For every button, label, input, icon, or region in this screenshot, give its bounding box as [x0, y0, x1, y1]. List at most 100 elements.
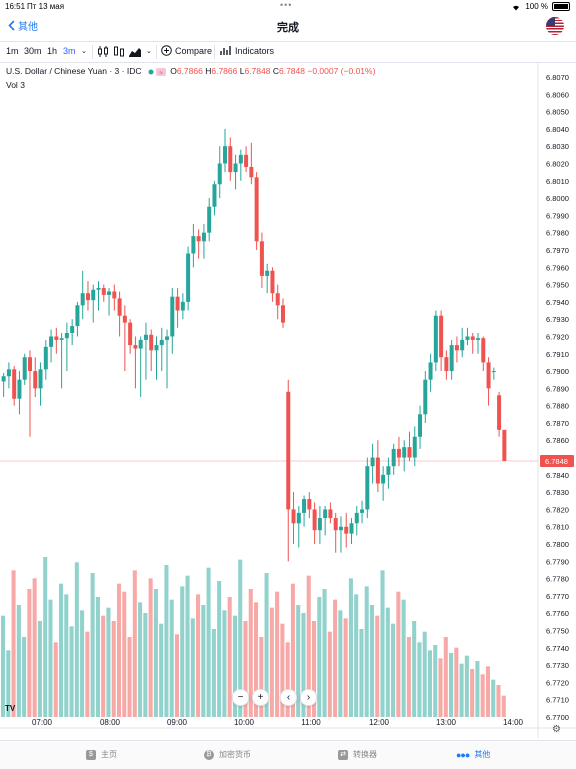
- y-tick-label: 6.7790: [546, 557, 569, 566]
- interval-dropdown-icon[interactable]: ⌄: [81, 48, 87, 55]
- zoom-out-button[interactable]: −: [232, 689, 249, 706]
- candle-body: [433, 315, 438, 363]
- indicators-button[interactable]: Indicators: [220, 45, 274, 56]
- candle-body: [80, 293, 85, 306]
- candle-body: [280, 305, 285, 323]
- y-tick-label: 6.8060: [546, 90, 569, 99]
- volume-bar: [101, 615, 106, 717]
- candle-body: [91, 289, 96, 301]
- market-status-icon[interactable]: ≈: [146, 67, 166, 76]
- scroll-left-button[interactable]: ‹: [280, 689, 297, 706]
- candle-body: [333, 518, 338, 531]
- volume-bar: [37, 621, 42, 717]
- volume-bar: [6, 650, 11, 717]
- y-tick-label: 6.7760: [546, 609, 569, 618]
- last-price-tag: [540, 455, 574, 467]
- gear-icon[interactable]: ⚙: [552, 724, 561, 735]
- candle-body: [223, 146, 228, 164]
- us-flag-icon[interactable]: [546, 17, 564, 35]
- open-value: 6.7866: [176, 66, 203, 76]
- volume-bar: [80, 610, 85, 717]
- candle-body: [407, 447, 412, 458]
- candle-body: [323, 509, 328, 519]
- compare-button[interactable]: Compare: [161, 45, 212, 56]
- tab-converter-label: 转换器: [353, 750, 377, 759]
- tradingview-logo-icon[interactable]: TV: [5, 704, 16, 713]
- interval-30m[interactable]: 30m: [24, 46, 42, 56]
- volume-bar: [269, 607, 274, 717]
- volume-bar: [116, 583, 122, 717]
- tab-converter[interactable]: ⇄ 转换器: [338, 749, 377, 760]
- volume-bar: [491, 679, 496, 717]
- candle-body: [149, 334, 154, 351]
- y-tick-label: 6.7700: [546, 713, 569, 722]
- interval-1m[interactable]: 1m: [6, 46, 19, 56]
- candle-body: [370, 457, 375, 467]
- battery-icon: [552, 2, 570, 11]
- candle-body: [360, 509, 365, 513]
- candle-body: [191, 236, 196, 254]
- candle-body: [85, 293, 90, 301]
- candle-body: [64, 333, 69, 339]
- volume-bar: [443, 637, 448, 717]
- candle-body: [33, 371, 38, 389]
- candle-body: [196, 236, 201, 242]
- back-label: 其他: [18, 22, 38, 33]
- y-tick-label: 6.7930: [546, 315, 569, 324]
- tab-crypto[interactable]: ₿ 加密货币: [204, 749, 251, 760]
- back-button[interactable]: 其他: [8, 18, 38, 33]
- y-tick-label: 6.7820: [546, 505, 569, 514]
- candle-body: [201, 232, 206, 242]
- interval-3m[interactable]: 3m: [63, 46, 76, 56]
- candle-body: [444, 357, 449, 372]
- candle-body: [396, 448, 401, 458]
- y-tick-label: 6.7970: [546, 246, 569, 255]
- chart-toolbar: 1m 30m 1h 3m ⌄ ⌄ Compare Indicators: [0, 41, 576, 63]
- volume-bar: [153, 589, 158, 717]
- candle-body: [217, 163, 222, 185]
- candle-body: [375, 457, 380, 484]
- tab-more[interactable]: ●●● 其他: [456, 749, 490, 760]
- candle-body: [122, 315, 127, 323]
- y-tick-label: 6.8010: [546, 177, 569, 186]
- y-tick-label: 6.7780: [546, 575, 569, 584]
- minus-icon: −: [237, 692, 244, 703]
- volume-bar: [111, 621, 116, 717]
- y-tick-label: 6.7830: [546, 488, 569, 497]
- candle-body: [423, 379, 428, 415]
- volume-bar: [480, 674, 485, 717]
- chart-type-dropdown-icon[interactable]: ⌄: [146, 48, 152, 55]
- area-chart-icon[interactable]: [128, 45, 142, 58]
- symbol-interval: 3: [114, 66, 120, 76]
- y-tick-label: 6.7720: [546, 678, 569, 687]
- volume-bar: [369, 605, 375, 717]
- volume-bar: [412, 621, 417, 717]
- bars-icon[interactable]: [113, 45, 125, 58]
- volume-bar: [380, 570, 385, 717]
- candle-body: [275, 293, 280, 306]
- candle-body: [233, 163, 238, 173]
- candles-icon[interactable]: [97, 45, 109, 58]
- zoom-in-button[interactable]: +: [252, 689, 269, 706]
- volume-bar: [106, 607, 111, 717]
- volume-bar: [385, 607, 390, 717]
- price-chart[interactable]: 6.8070 6.8060 6.8050 6.8040 6.8030 6.8020 6.80…: [0, 62, 576, 738]
- candle-body: [112, 291, 117, 299]
- y-tick-label: 6.7920: [546, 332, 569, 341]
- status-date: Пт 13 мая: [27, 2, 65, 11]
- scroll-right-button[interactable]: ›: [300, 689, 317, 706]
- tab-home[interactable]: $ 主页: [86, 749, 117, 760]
- volume-bar: [164, 565, 169, 717]
- volume-bar: [470, 669, 475, 717]
- volume-bar: [143, 613, 148, 717]
- candle-body: [159, 339, 164, 346]
- volume-bar: [132, 570, 137, 717]
- candle-body: [381, 474, 386, 484]
- candle-body: [27, 357, 32, 372]
- interval-1h[interactable]: 1h: [47, 46, 58, 56]
- volume-bar: [306, 575, 311, 717]
- candle-body: [59, 338, 64, 340]
- candle-body: [249, 166, 254, 178]
- x-tick-label: 09:00: [167, 718, 188, 727]
- x-tick-label: 12:00: [369, 718, 390, 727]
